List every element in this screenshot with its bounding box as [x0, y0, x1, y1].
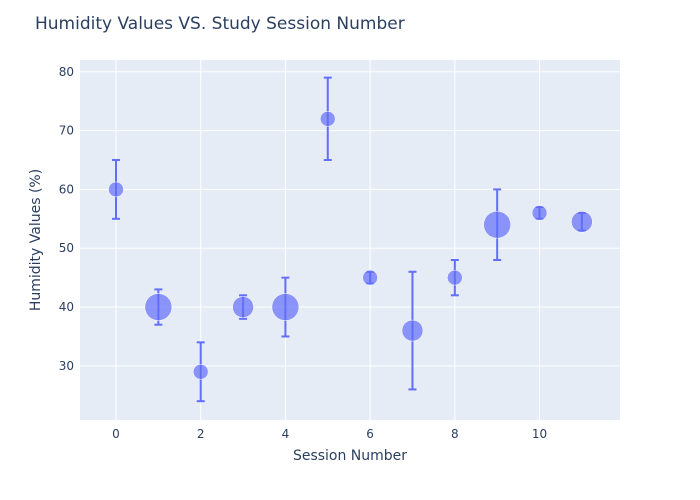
y-tick-label: 50 — [59, 241, 74, 255]
x-tick-label: 8 — [451, 427, 459, 441]
data-point — [571, 211, 593, 233]
y-tick-label: 30 — [59, 359, 74, 373]
data-point — [447, 269, 463, 286]
y-tick-label: 40 — [59, 300, 74, 314]
data-point — [108, 181, 124, 198]
x-axis-title: Session Number — [293, 448, 407, 464]
x-tick-label: 6 — [366, 427, 374, 441]
data-point — [144, 293, 173, 321]
data-point — [483, 210, 511, 239]
chart-title: Humidity Values VS. Study Session Number — [35, 14, 405, 34]
y-tick-label: 60 — [59, 182, 74, 196]
data-point — [320, 111, 336, 127]
x-tick-label: 4 — [282, 427, 290, 441]
y-axis-ticks: 30 40 50 60 70 80 — [59, 65, 74, 373]
x-axis-ticks: 0 2 4 6 8 10 — [112, 427, 547, 441]
data-point — [192, 364, 209, 380]
y-axis-title: Humidity Values (%) — [28, 169, 44, 311]
x-tick-label: 0 — [112, 427, 120, 441]
x-tick-label: 10 — [532, 427, 547, 441]
data-markers — [108, 111, 593, 380]
y-tick-label: 70 — [59, 124, 74, 138]
data-point — [401, 319, 424, 342]
y-tick-label: 80 — [59, 65, 74, 79]
data-point — [362, 269, 378, 286]
plot-area — [80, 60, 620, 420]
data-point — [232, 296, 254, 318]
data-point — [271, 293, 300, 321]
x-tick-label: 2 — [197, 427, 205, 441]
data-point — [531, 205, 548, 221]
